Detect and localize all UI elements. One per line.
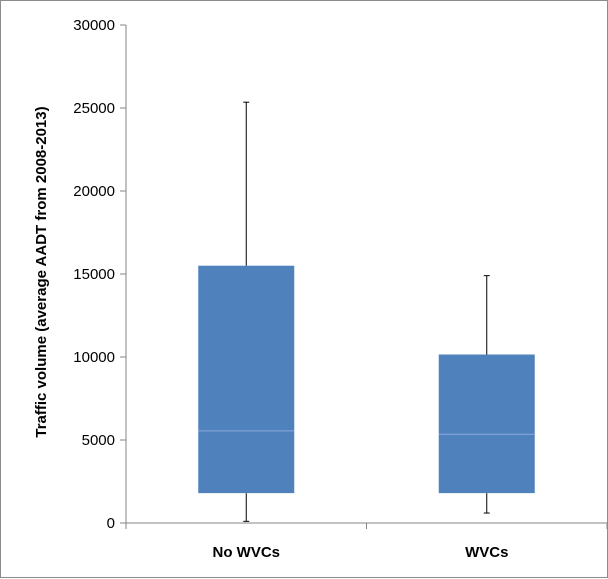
boxes: [198, 101, 535, 522]
category-labels: No WVCs WVCs: [213, 544, 509, 561]
y-tick-label: 5000: [82, 432, 115, 449]
y-tick-label: 30000: [73, 17, 115, 34]
y-tick-label: 10000: [73, 349, 115, 366]
box-no-wvcs: [198, 101, 295, 522]
x-category-label: No WVCs: [213, 544, 281, 561]
box-lower-quartile: [438, 434, 535, 494]
y-axis-title: Traffic volume (average AADT from 2008-2…: [33, 106, 50, 437]
y-axis-ticks: 0 5000 10000 15000 20000 25000 30000: [73, 17, 608, 532]
box-lower-quartile: [198, 430, 295, 494]
y-tick-label: 15000: [73, 266, 115, 283]
box-upper-quartile: [198, 265, 295, 431]
y-tick-label: 25000: [73, 100, 115, 117]
y-tick-label: 0: [107, 515, 115, 532]
box-wvcs: [438, 275, 535, 514]
axes: [125, 25, 607, 524]
y-tick-label: 20000: [73, 183, 115, 200]
x-category-label: WVCs: [465, 544, 508, 561]
box-upper-quartile: [438, 354, 535, 435]
